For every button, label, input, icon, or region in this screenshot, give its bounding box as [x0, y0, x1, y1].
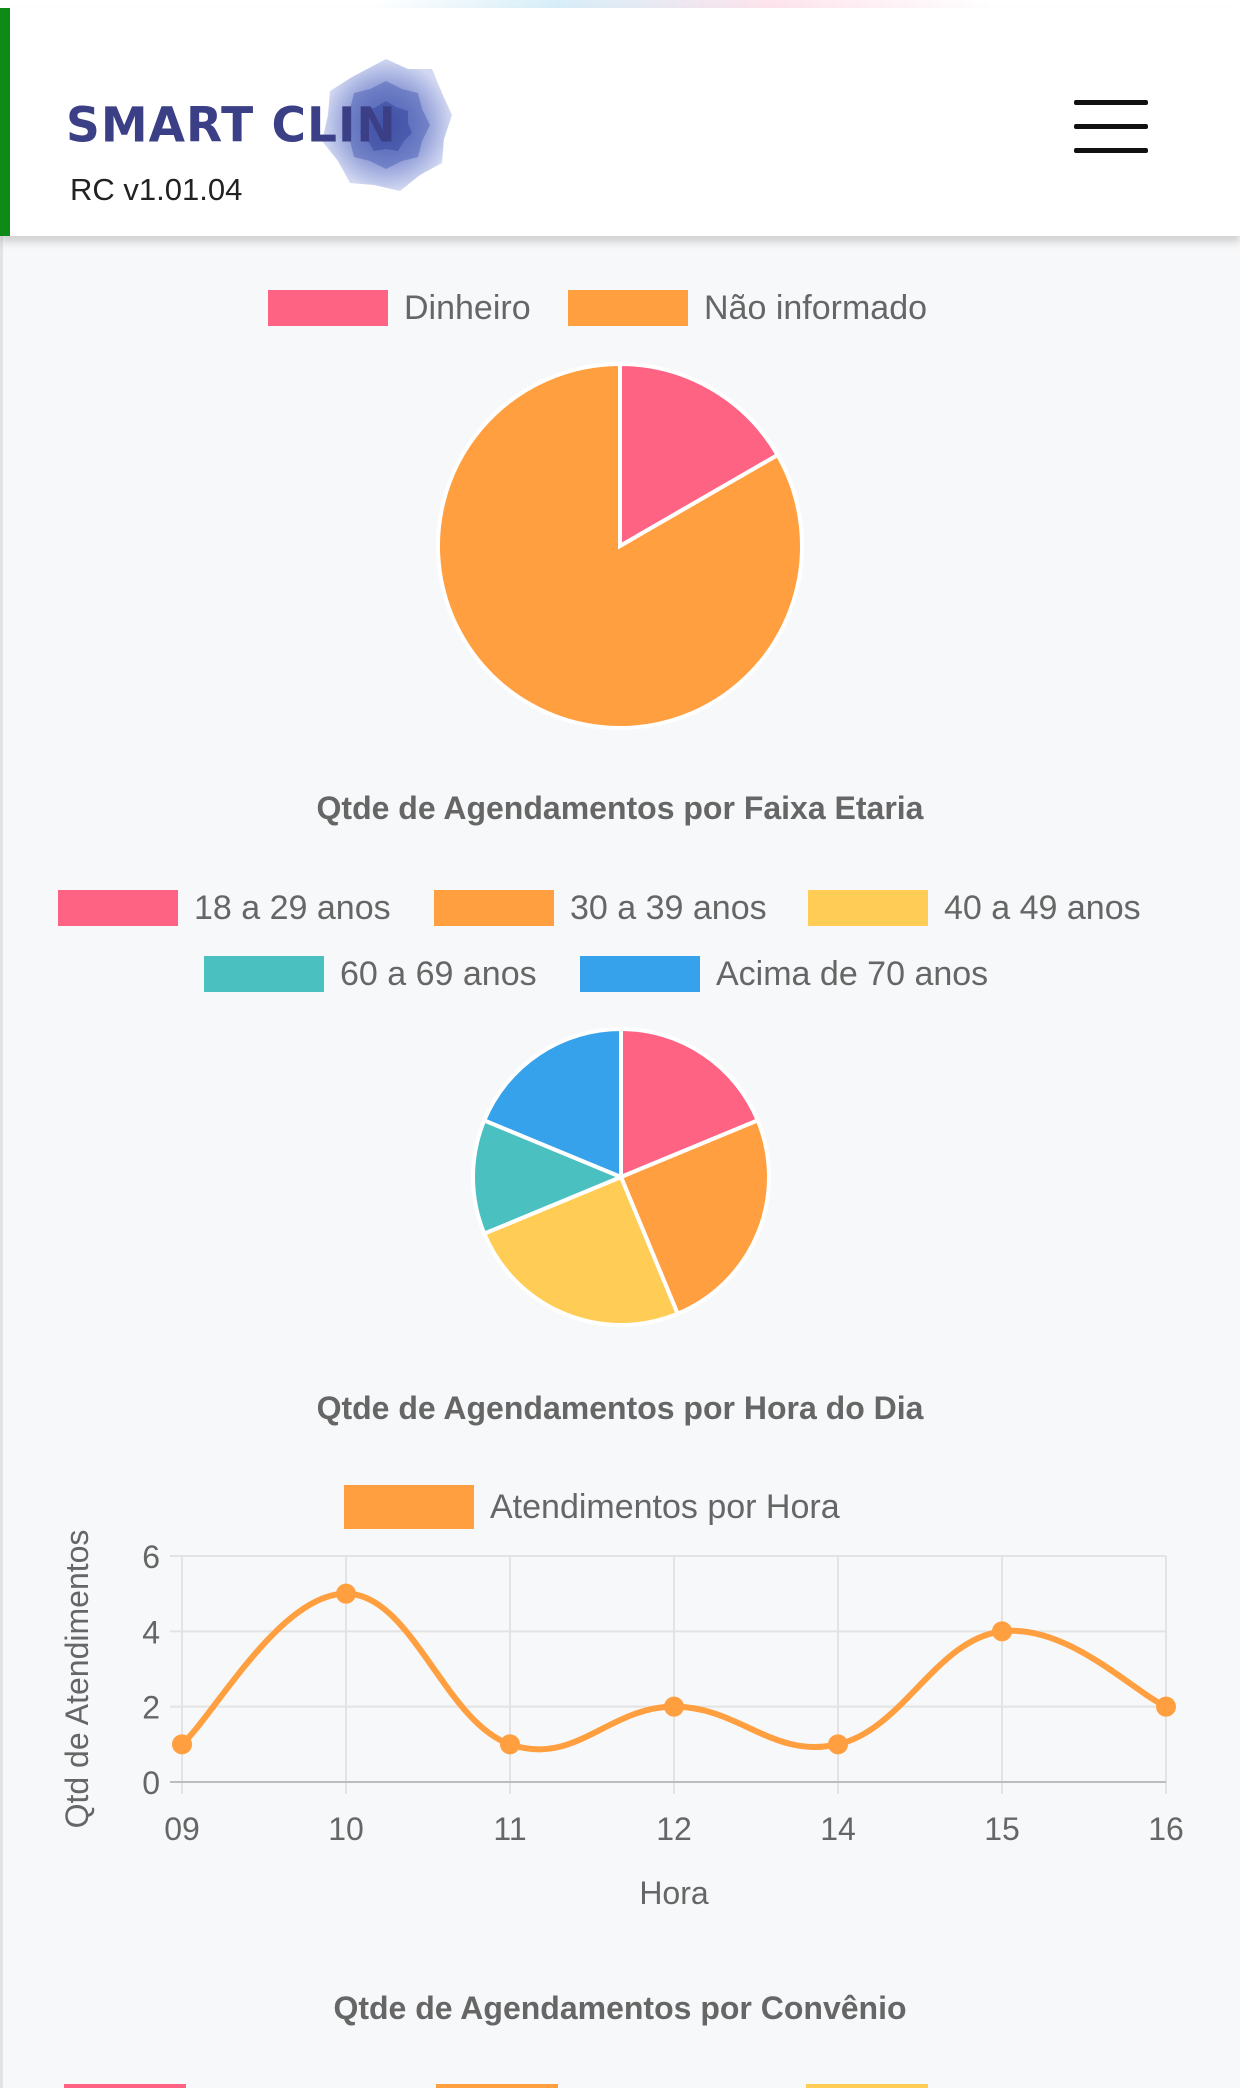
x-tick-label: 15 — [984, 1811, 1020, 1847]
x-axis-title: Hora — [639, 1875, 709, 1911]
chart-title: Qtde de Agendamentos por Faixa Etaria — [316, 790, 924, 826]
data-point-09[interactable] — [172, 1734, 192, 1755]
y-tick-label: 0 — [142, 1765, 160, 1801]
x-tick-label: 09 — [164, 1811, 200, 1847]
data-point-15[interactable] — [992, 1621, 1012, 1642]
legend-item[interactable]: Acima de 70 anos — [580, 954, 989, 993]
legend-item[interactable]: Atendimentos por Hora — [344, 1485, 840, 1529]
data-point-14[interactable] — [828, 1734, 848, 1755]
top-gradient-strip — [0, 0, 1240, 8]
legend-label: Dinheiro — [404, 288, 531, 327]
data-point-12[interactable] — [664, 1696, 684, 1717]
app-version: RC v1.01.04 — [70, 172, 243, 207]
x-tick-label: 11 — [493, 1811, 526, 1847]
legend-swatch — [268, 290, 388, 326]
y-axis-title: Qtd de Atendimentos — [59, 1530, 95, 1829]
y-tick-label: 6 — [142, 1539, 160, 1575]
data-point-11[interactable] — [500, 1734, 520, 1755]
legend-label: 18 a 29 anos — [194, 888, 391, 927]
legend-label: Não informado — [704, 288, 928, 327]
header-accent-bar — [0, 8, 10, 236]
x-tick-label: 14 — [820, 1811, 856, 1847]
pie-slice-18-a-29-anos[interactable] — [619, 1026, 761, 1180]
payment-pie — [436, 361, 804, 730]
legend-item[interactable]: 30 a 39 anos — [434, 888, 767, 927]
legend-swatch — [568, 290, 688, 326]
y-tick-label: 4 — [142, 1614, 160, 1650]
legend-item[interactable]: 60 a 69 anos — [204, 954, 537, 993]
legend-swatch-partial — [436, 2084, 558, 2088]
chart-title: Qtde de Agendamentos por Hora do Dia — [316, 1390, 924, 1426]
legend-swatch — [344, 1485, 474, 1529]
data-point-10[interactable] — [336, 1583, 356, 1604]
x-tick-label: 10 — [328, 1811, 364, 1847]
legend-label: 30 a 39 anos — [570, 888, 767, 927]
legend-swatch — [204, 956, 324, 992]
legend-item[interactable]: Dinheiro — [268, 288, 531, 327]
pie-slice-n-o-informado[interactable] — [436, 361, 804, 730]
legend-swatch — [580, 956, 700, 992]
brand-name: SMART CLIN — [66, 97, 397, 154]
app-header: SMART CLIN RC v1.01.04 — [0, 8, 1240, 236]
legend-swatch-partial — [806, 2084, 928, 2088]
hamburger-menu-icon[interactable] — [1074, 100, 1150, 156]
legend-swatch — [434, 890, 554, 926]
legend-label: Acima de 70 anos — [716, 954, 989, 993]
legend-swatch — [58, 890, 178, 926]
y-tick-label: 2 — [142, 1690, 160, 1726]
pie-slice-dinheiro[interactable] — [618, 361, 781, 550]
x-tick-label: 12 — [656, 1811, 692, 1847]
legend-swatch — [808, 890, 928, 926]
pie-slice-60-a-69-anos[interactable] — [471, 1117, 627, 1237]
legend-swatch-partial — [64, 2084, 186, 2088]
age-range-pie — [471, 1026, 771, 1327]
legend-item[interactable]: 40 a 49 anos — [808, 888, 1141, 927]
page-left-rule — [0, 236, 3, 2088]
chart-title: Qtde de Agendamentos por Convênio — [333, 1990, 907, 2026]
legend-label: 40 a 49 anos — [944, 888, 1141, 927]
legend-label: 60 a 69 anos — [340, 954, 537, 993]
legend-label: Atendimentos por Hora — [490, 1487, 840, 1526]
data-point-16[interactable] — [1156, 1696, 1176, 1717]
legend-item[interactable]: Não informado — [568, 288, 928, 327]
legend-item[interactable]: 18 a 29 anos — [58, 888, 391, 927]
clinic-logo-icon — [322, 59, 452, 191]
hourly-line-chart: 0 2 4 6 09 10 11 12 14 15 16 Hora Qtd de Atendimento… — [59, 1530, 1184, 1911]
pie-slice-acima-de-70-anos[interactable] — [481, 1026, 623, 1180]
x-tick-label: 16 — [1148, 1811, 1184, 1847]
